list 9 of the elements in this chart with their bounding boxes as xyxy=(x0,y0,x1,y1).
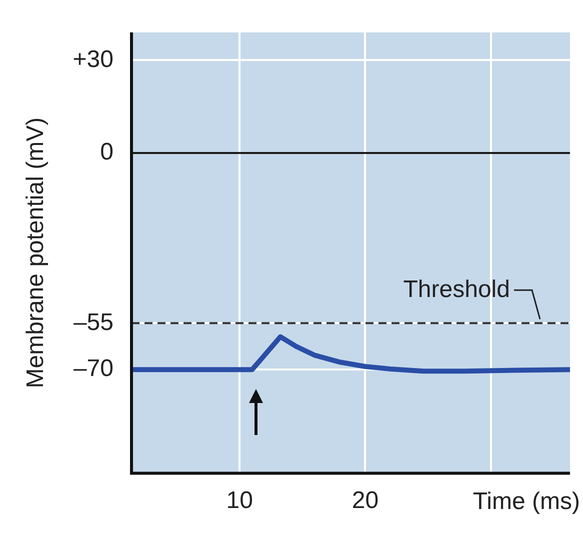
x-tick-label: 20 xyxy=(352,487,379,514)
x-axis-title: Time (ms) xyxy=(472,488,580,515)
y-axis-title: Membrane potential (mV) xyxy=(22,117,50,388)
x-tick-label: 10 xyxy=(226,487,253,514)
y-tick-label: –55 xyxy=(73,308,114,336)
y-tick-label: 0 xyxy=(100,138,114,166)
y-tick-label: –70 xyxy=(73,355,114,382)
y-tick-label: +30 xyxy=(72,46,114,73)
ref-line-label: Threshold xyxy=(403,276,510,303)
